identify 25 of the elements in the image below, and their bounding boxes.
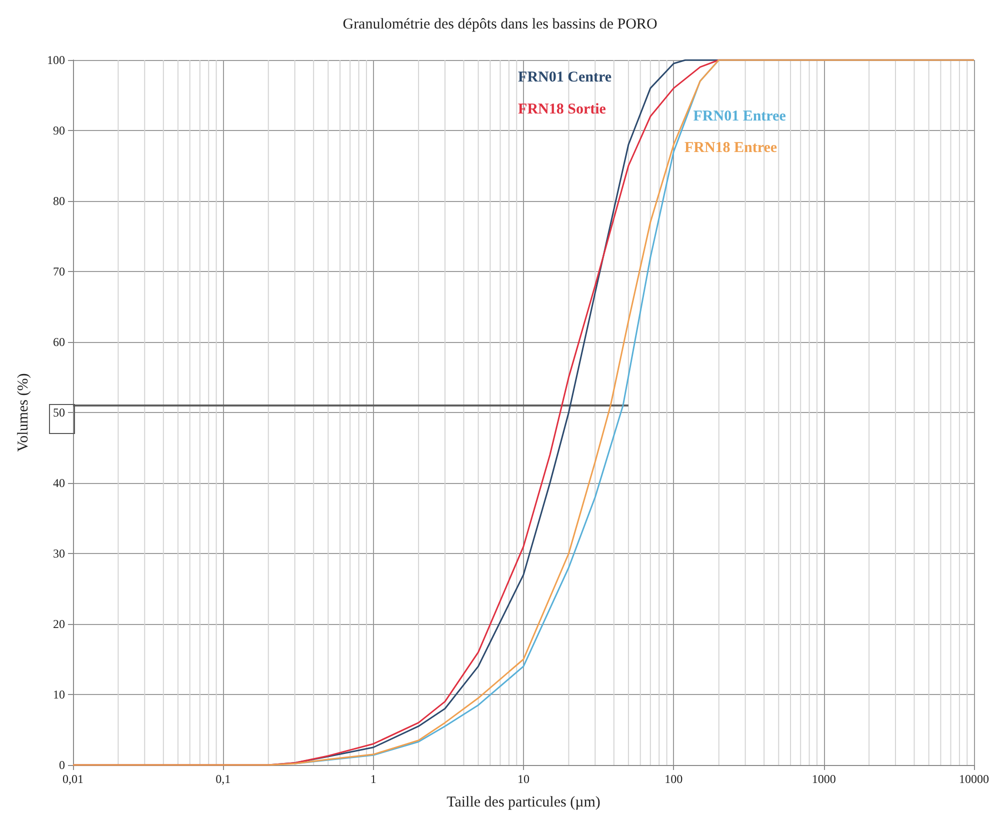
y-tick-label: 10 xyxy=(53,688,65,702)
y-tick-label: 20 xyxy=(53,617,65,631)
series-label: FRN18 Entree xyxy=(684,140,778,156)
y-tick-label: 40 xyxy=(53,476,65,490)
y-tick-label: 100 xyxy=(47,53,65,67)
x-tick-label: 0,1 xyxy=(216,772,231,786)
y-tick-label: 50 xyxy=(53,406,65,420)
series-label: FRN01 Entree xyxy=(693,108,786,124)
text: FRN01 Centre xyxy=(518,70,612,86)
y-tick-label: 0 xyxy=(59,758,65,772)
x-tick-label: 1 xyxy=(370,772,376,786)
text: FRN18 Sortie xyxy=(518,101,606,118)
x-tick-label: 100 xyxy=(664,772,683,786)
x-tick-label: 0,01 xyxy=(62,772,84,786)
y-axis-title: Volumes (%) xyxy=(16,373,32,452)
chart-title: Granulométrie des dépôts dans les bassins de PORO xyxy=(342,16,658,32)
x-axis-title: Taille des particules (µm) xyxy=(446,794,600,810)
y-tick-label: 80 xyxy=(53,194,65,208)
y-tick-label: 70 xyxy=(53,264,65,278)
y-tick-label: 90 xyxy=(53,124,65,138)
x-tick-label: 1000 xyxy=(812,772,836,786)
y-tick-label: 30 xyxy=(53,546,65,560)
y-tick-label: 60 xyxy=(53,335,65,349)
x-tick-label: 10 xyxy=(518,772,530,786)
x-tick-label: 10000 xyxy=(959,772,989,786)
